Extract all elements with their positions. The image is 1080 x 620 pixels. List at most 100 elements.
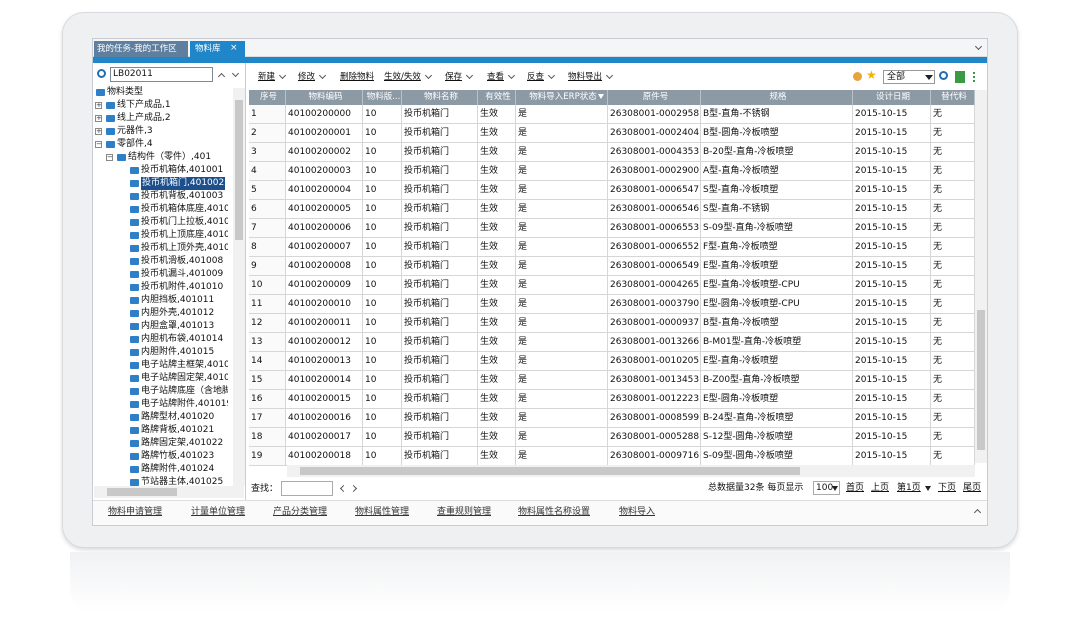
table-cell[interactable]: 无 [931, 333, 975, 352]
table-cell[interactable]: 10 [363, 314, 402, 333]
table-cell[interactable]: B-24型-直角-冷板喷塑 [701, 409, 853, 428]
expander[interactable]: + [95, 128, 102, 135]
tree-node[interactable]: 零部件,4 [117, 139, 153, 149]
table-cell[interactable]: E型-直角-冷板喷塑 [701, 352, 853, 371]
table-cell[interactable]: 3 [249, 143, 286, 162]
table-cell[interactable]: 40100200000 [286, 105, 363, 124]
table-cell[interactable]: 生效 [478, 428, 516, 447]
tree-node[interactable]: 投币机箱体底座,4010 [141, 204, 228, 214]
tree-node[interactable]: 内胆挡板,401011 [141, 295, 215, 305]
table-cell[interactable]: 40100200011 [286, 314, 363, 333]
tree-node[interactable]: 投币机漏斗,401009 [141, 269, 224, 279]
table-cell[interactable]: 生效 [478, 219, 516, 238]
tree-node[interactable]: 内胆机布袋,401014 [141, 334, 224, 344]
table-cell[interactable]: 10 [363, 257, 402, 276]
table-cell[interactable]: B型-圆角-冷板喷塑 [701, 124, 853, 143]
table-cell[interactable]: 投币机箱门 [402, 409, 478, 428]
table-cell[interactable]: 是 [516, 276, 608, 295]
table-cell[interactable]: 40100200016 [286, 409, 363, 428]
table-cell[interactable]: 13 [249, 333, 286, 352]
table-cell[interactable]: 40100200005 [286, 200, 363, 219]
search-btn[interactable] [939, 71, 948, 80]
tree-node[interactable]: 线上产成品,2 [117, 113, 171, 123]
table-cell[interactable]: 无 [931, 352, 975, 371]
table-cell[interactable]: 2015-10-15 [853, 181, 931, 200]
table-cell[interactable]: 无 [931, 162, 975, 181]
table-cell[interactable]: 26308001-0006547 [608, 181, 701, 200]
tree-node[interactable]: 投币机上顶底座,4010 [141, 230, 228, 240]
table-cell[interactable]: 40100200007 [286, 238, 363, 257]
tree-node[interactable]: 物料类型 [107, 87, 144, 97]
tab[interactable]: 我的任务-我的工作区 [94, 41, 188, 57]
table-cell[interactable]: 1 [249, 105, 286, 124]
table-cell[interactable]: 生效 [478, 200, 516, 219]
expander[interactable]: + [95, 115, 102, 122]
table-cell[interactable]: 40100200006 [286, 219, 363, 238]
table-cell[interactable]: 无 [931, 314, 975, 333]
tree-node[interactable]: 路牌固定架,401022 [141, 438, 224, 448]
tree-node[interactable]: 投币机门上拉板,4010 [141, 217, 228, 227]
table-cell[interactable]: 生效 [478, 371, 516, 390]
table-cell[interactable]: 生效 [478, 238, 516, 257]
table-cell[interactable]: 无 [931, 447, 975, 466]
table-cell[interactable]: 生效 [478, 409, 516, 428]
table-cell[interactable]: 是 [516, 200, 608, 219]
table-cell[interactable]: 40100200003 [286, 162, 363, 181]
tree-node[interactable]: 路牌背板,401021 [141, 425, 215, 435]
table-cell[interactable]: 10 [363, 162, 402, 181]
table-cell[interactable]: S-09型-圆角-冷板喷塑 [701, 447, 853, 466]
tree-node[interactable]: 路牌附件,401024 [141, 464, 215, 474]
table-cell[interactable]: 40100200009 [286, 276, 363, 295]
table-cell[interactable]: 40100200010 [286, 295, 363, 314]
table-cell[interactable]: 2015-10-15 [853, 162, 931, 181]
table-cell[interactable]: 10 [363, 447, 402, 466]
table-cell[interactable]: 9 [249, 257, 286, 276]
table-cell[interactable]: 是 [516, 352, 608, 371]
table-cell[interactable]: 19 [249, 447, 286, 466]
table-cell[interactable]: B-20型-直角-冷板喷塑 [701, 143, 853, 162]
table-cell[interactable]: 是 [516, 371, 608, 390]
table-cell[interactable]: 10 [363, 219, 402, 238]
table-cell[interactable]: 无 [931, 276, 975, 295]
table-cell[interactable]: B-M01型-直角-冷板喷塑 [701, 333, 853, 352]
table-cell[interactable]: 2 [249, 124, 286, 143]
table-cell[interactable]: 40100200012 [286, 333, 363, 352]
table-cell[interactable]: 无 [931, 105, 975, 124]
table-cell[interactable]: 生效 [478, 352, 516, 371]
table-cell[interactable]: 26308001-0002900 [608, 162, 701, 181]
expander[interactable]: + [95, 102, 102, 109]
table-cell[interactable]: E型-圆角-冷板喷塑 [701, 390, 853, 409]
tree-node[interactable]: 投币机上顶外壳,4010 [141, 243, 228, 253]
table-cell[interactable]: B型-直角-不锈钢 [701, 105, 853, 124]
table-cell[interactable]: 40100200004 [286, 181, 363, 200]
tree-node[interactable]: 结构件（零件）,401 [128, 152, 212, 162]
table-cell[interactable]: 是 [516, 409, 608, 428]
table-cell[interactable]: 2015-10-15 [853, 219, 931, 238]
table-cell[interactable]: 投币机箱门 [402, 257, 478, 276]
table-cell[interactable]: 7 [249, 219, 286, 238]
table-cell[interactable]: 10 [363, 143, 402, 162]
table-cell[interactable]: 40100200018 [286, 447, 363, 466]
column-header[interactable]: 规格 [701, 90, 853, 105]
table-cell[interactable]: 40100200001 [286, 124, 363, 143]
table-cell[interactable]: 投币机箱门 [402, 181, 478, 200]
table-cell[interactable]: 投币机箱门 [402, 105, 478, 124]
table-cell[interactable]: 生效 [478, 276, 516, 295]
column-header[interactable]: 原件号 [608, 90, 701, 105]
table-cell[interactable]: 26308001-0013266 [608, 333, 701, 352]
column-header[interactable]: 物料编码 [286, 90, 363, 105]
table-cell[interactable]: 5 [249, 181, 286, 200]
table-cell[interactable]: 26308001-0002404 [608, 124, 701, 143]
column-header[interactable]: 物料导入ERP状态 [516, 90, 608, 105]
table-cell[interactable]: A型-直角-冷板喷塑 [701, 162, 853, 181]
table-cell[interactable]: 26308001-0013453 [608, 371, 701, 390]
table-cell[interactable]: 无 [931, 257, 975, 276]
table-cell[interactable]: 10 [363, 295, 402, 314]
tree-node[interactable]: 线下产成品,1 [117, 100, 171, 110]
table-cell[interactable]: S型-直角-冷板喷塑 [701, 181, 853, 200]
table-cell[interactable]: 6 [249, 200, 286, 219]
pager-first[interactable]: 首页 [846, 483, 865, 493]
pager-last[interactable]: 尾页 [963, 483, 982, 493]
table-cell[interactable]: 26308001-0008599 [608, 409, 701, 428]
table-cell[interactable]: 无 [931, 238, 975, 257]
